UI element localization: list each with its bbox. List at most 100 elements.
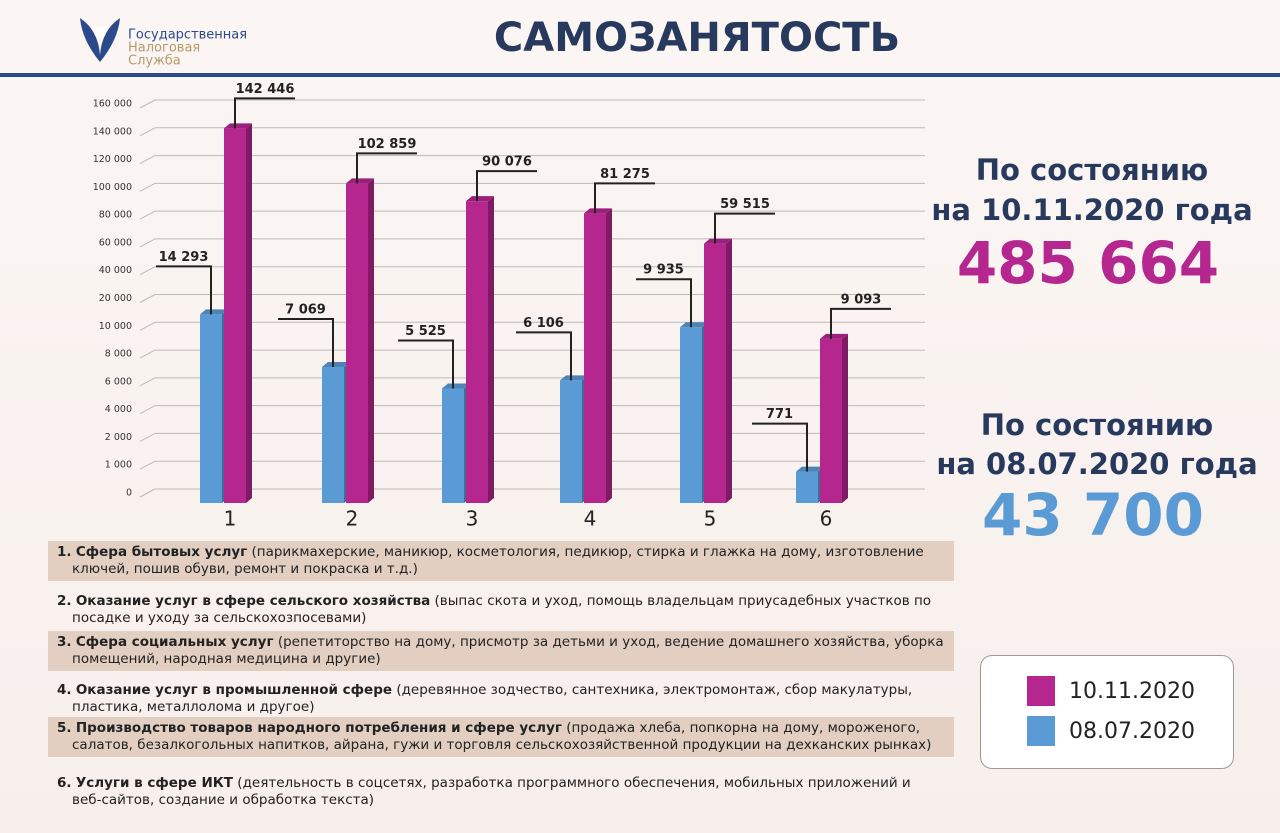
value-label: 9 093 <box>841 292 882 307</box>
value-label: 142 446 <box>236 82 295 97</box>
y-tick-label: 1 000 <box>105 460 132 471</box>
bar <box>346 183 368 503</box>
grid-line <box>139 405 156 415</box>
item-title: Оказание услуг в промышленной сфере <box>75 682 393 698</box>
y-tick-label: 10 000 <box>99 321 132 332</box>
item-title: Сфера бытовых услуг <box>75 544 248 560</box>
bar-top <box>442 383 470 389</box>
item-text: (репетиторство на дому, присмотр за деть… <box>72 634 944 667</box>
grid-line <box>139 266 156 276</box>
list-item: 5. Производство товаров народного потреб… <box>48 717 954 757</box>
item-title: Оказание услуг в сфере сельского хозяйст… <box>75 593 431 609</box>
logo-dot <box>94 26 106 38</box>
grid-line <box>139 127 156 137</box>
y-tick-label: 120 000 <box>93 154 132 165</box>
bar <box>560 380 582 503</box>
x-tick-label: 3 <box>466 507 479 531</box>
grid-line <box>139 321 156 331</box>
leader-line <box>830 307 891 339</box>
y-tick-label: 4 000 <box>105 404 132 415</box>
leader-line <box>752 422 808 472</box>
bar-top <box>796 466 824 472</box>
item-title: Производство товаров народного потреблен… <box>75 720 562 736</box>
grid-line <box>139 432 156 442</box>
grid-line <box>139 238 156 248</box>
bar-top <box>346 178 374 184</box>
value-label: 59 515 <box>720 197 770 212</box>
x-tick-label: 5 <box>704 507 717 531</box>
value-label: 5 525 <box>405 324 446 339</box>
value-label: 14 293 <box>159 250 209 265</box>
item-text: (деятельность в соцсетях, разработка про… <box>72 775 911 808</box>
grid-line <box>139 349 156 359</box>
item-text: (продажа хлеба, попкорна на дому, мороже… <box>72 720 932 753</box>
value-label: 6 106 <box>523 316 564 331</box>
value-label: 7 069 <box>285 303 326 318</box>
grid-line <box>139 377 156 387</box>
value-label: 81 275 <box>600 167 650 182</box>
bar-top <box>224 123 252 129</box>
leader-line <box>476 170 537 202</box>
list-item: 1. Сфера бытовых услуг (парикмахерские, … <box>48 541 954 581</box>
legend-item: 08.07.2020 <box>1027 716 1195 746</box>
legend-swatch <box>1027 716 1055 746</box>
grid-line <box>139 488 156 498</box>
legend-label: 08.07.2020 <box>1069 718 1195 744</box>
stat-line: По состоянию <box>976 153 1209 187</box>
item-number: 1. <box>57 544 72 560</box>
leader-line <box>234 97 295 129</box>
header-line <box>0 73 1280 77</box>
item-number: 2. <box>57 593 72 609</box>
y-tick-label: 20 000 <box>99 293 132 304</box>
stat-line: на 08.07.2020 года <box>936 447 1257 481</box>
item-text: (деревянное зодчество, сантехника, элект… <box>72 682 913 715</box>
leader-line <box>398 339 454 389</box>
title: САМОЗАНЯТОСТЬ <box>494 15 900 61</box>
item-number: 4. <box>57 682 72 698</box>
bar-top <box>560 375 588 381</box>
bar-top <box>704 238 732 244</box>
bar-side <box>246 123 252 504</box>
grid-line <box>139 99 156 109</box>
grid-line <box>139 460 156 470</box>
legend-label: 10.11.2020 <box>1069 678 1195 704</box>
bar-side <box>368 178 374 503</box>
y-tick-label: 140 000 <box>93 126 132 137</box>
item-text: (выпас скота и уход, помощь владельцам п… <box>72 593 932 626</box>
value-label: 90 076 <box>482 155 532 170</box>
bar-top <box>680 322 708 328</box>
y-tick-label: 80 000 <box>99 210 132 221</box>
y-tick-label: 40 000 <box>99 265 132 276</box>
logo-text: Служба <box>128 54 181 69</box>
item-title: Сфера социальных услуг <box>75 634 274 650</box>
y-tick-label: 100 000 <box>93 182 132 193</box>
item-number: 6. <box>57 775 72 791</box>
stat-line: По состоянию <box>981 408 1214 442</box>
y-tick-label: 0 <box>126 488 132 499</box>
leader-line <box>156 265 212 315</box>
leader-line <box>516 331 572 381</box>
stat-value: 43 700 <box>982 481 1204 549</box>
x-tick-label: 6 <box>820 507 833 531</box>
logo-icon <box>80 18 120 62</box>
bar <box>442 388 464 503</box>
stats: По состоянию на 10.11.2020 года 485 664 … <box>931 153 1257 549</box>
grid-line <box>139 294 156 303</box>
leader-line <box>356 152 417 184</box>
leader-line <box>636 278 692 328</box>
bar-side <box>842 333 848 503</box>
legend-swatch <box>1027 676 1055 706</box>
bar <box>466 201 488 503</box>
bar <box>680 327 702 503</box>
bar-side <box>726 238 732 504</box>
item-number: 3. <box>57 634 72 650</box>
bar <box>200 314 222 503</box>
legend-item: 10.11.2020 <box>1027 676 1195 706</box>
grid-line <box>139 210 156 220</box>
y-tick-label: 2 000 <box>105 432 132 443</box>
bar <box>224 128 246 504</box>
list-item: 2. Оказание услуг в сфере сельского хозя… <box>48 590 954 630</box>
x-tick-label: 4 <box>584 507 597 531</box>
bar <box>820 338 842 503</box>
